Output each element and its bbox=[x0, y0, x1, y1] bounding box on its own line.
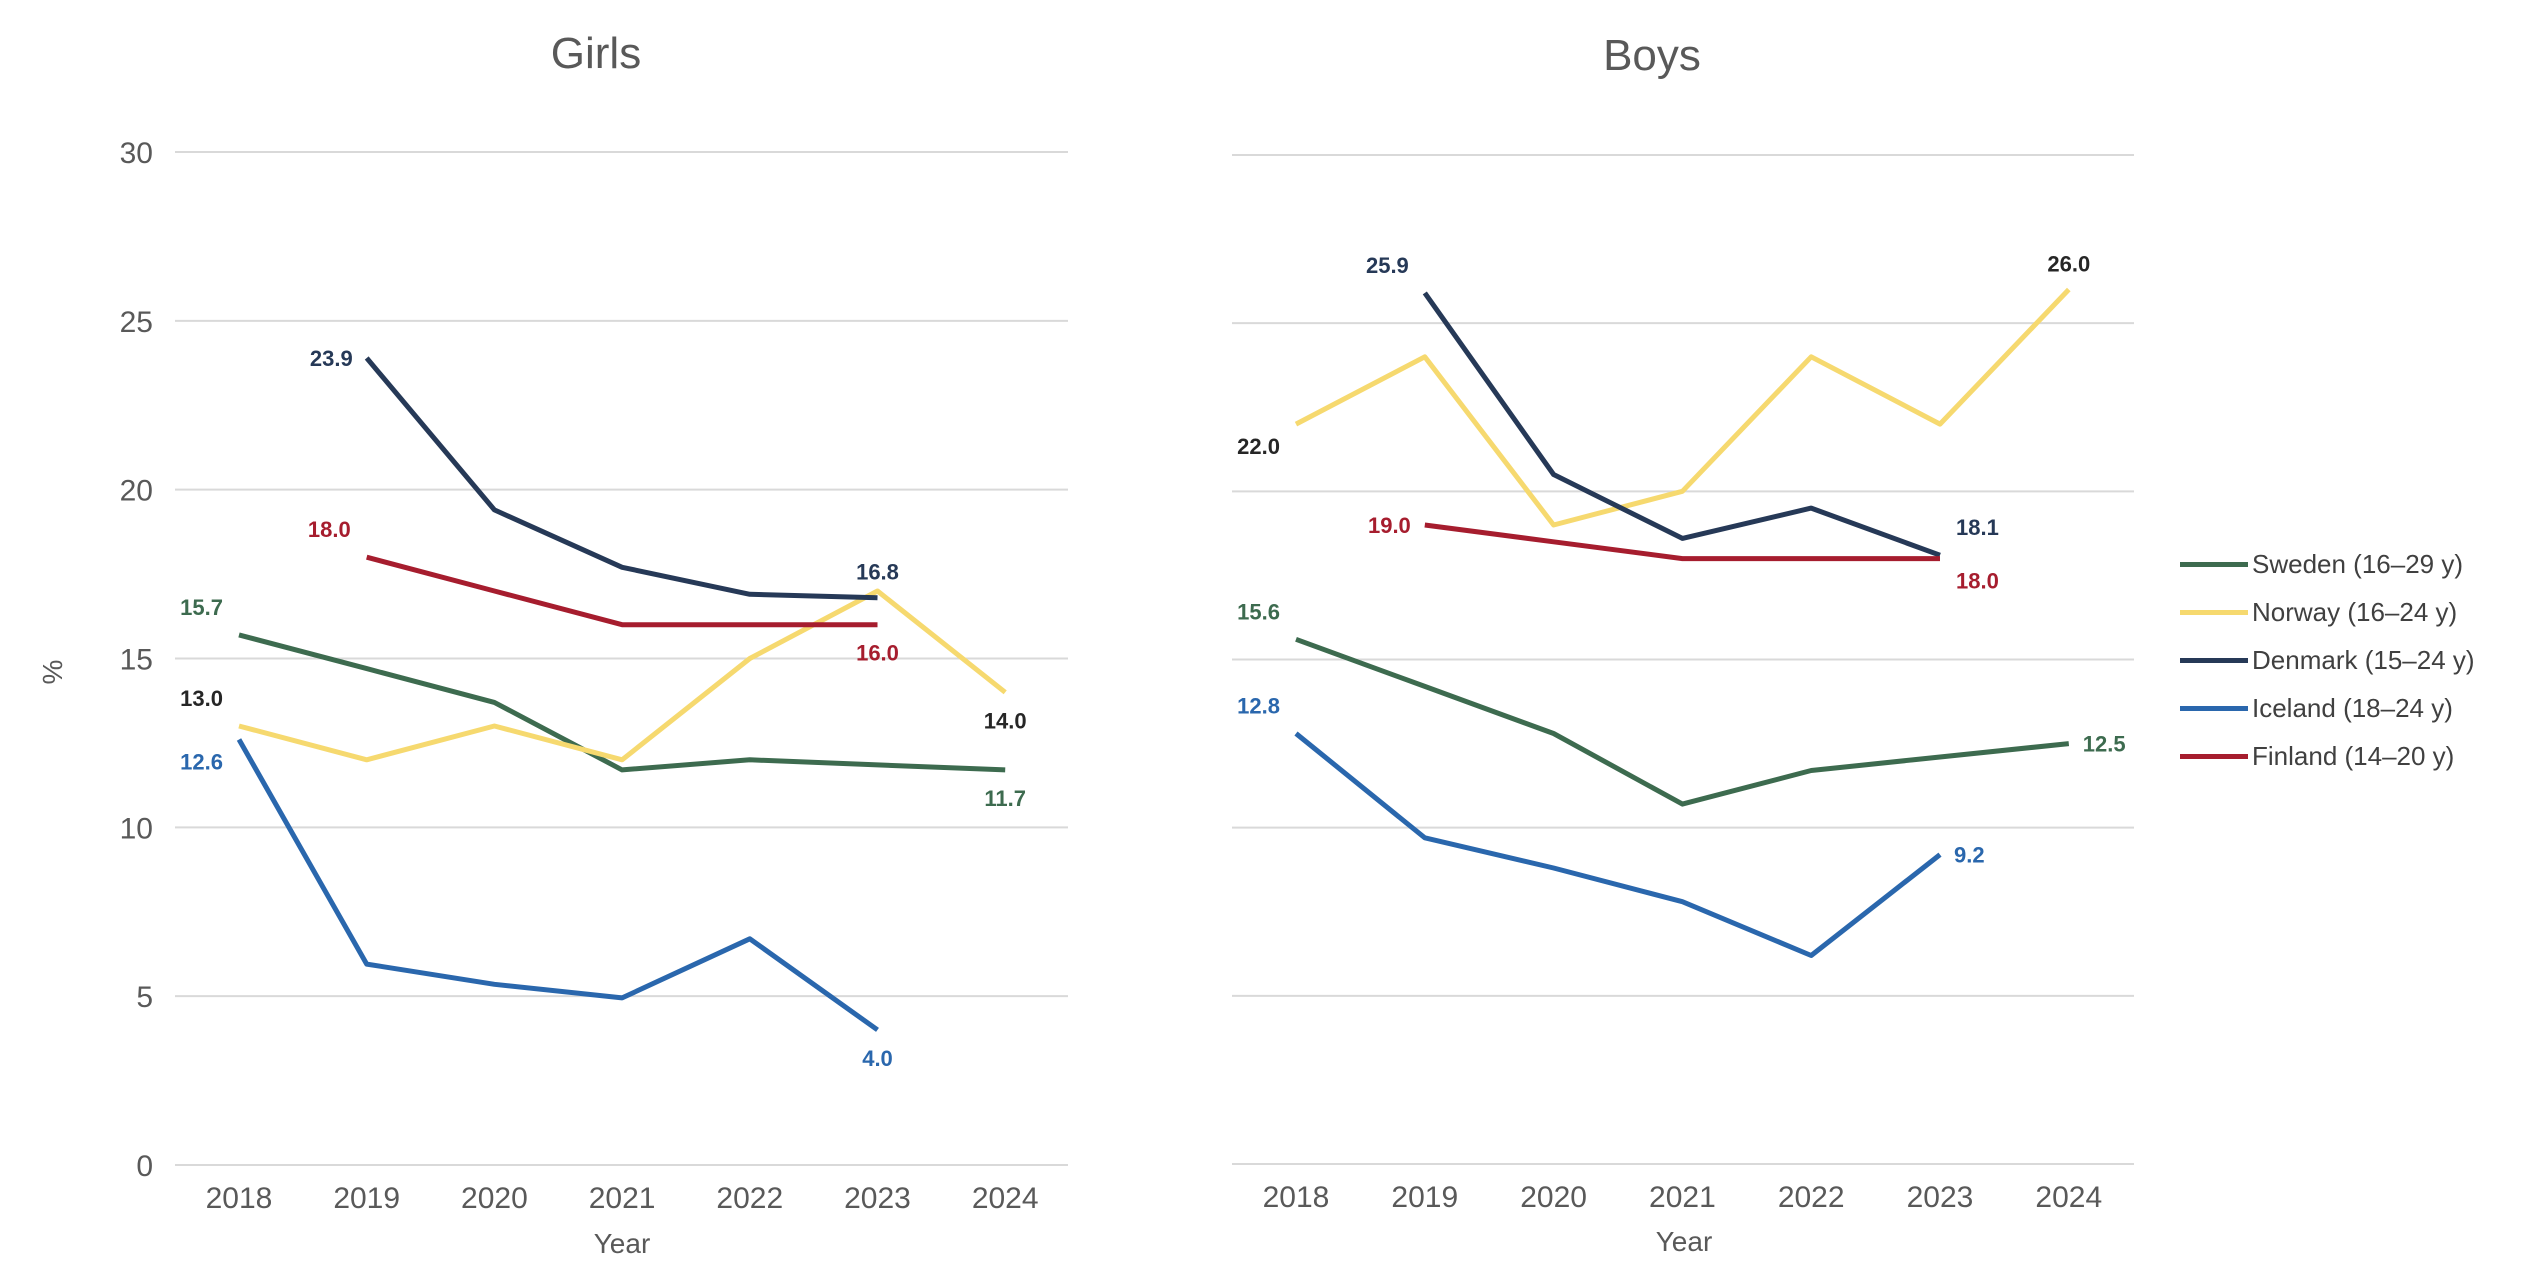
boys-title: Boys bbox=[1603, 31, 1701, 80]
boys-x-axis-label: Year bbox=[1656, 1226, 1713, 1257]
boys-data-label-denmark-2019: 25.9 bbox=[1366, 253, 1409, 278]
boys-x-tick-2021: 2021 bbox=[1649, 1181, 1716, 1214]
legend-item-finland: Finland (14–20 y) bbox=[2180, 732, 2475, 780]
legend-item-sweden: Sweden (16–29 y) bbox=[2180, 540, 2475, 588]
girls-data-label-finland-2019: 18.0 bbox=[308, 517, 351, 542]
boys-data-label-finland-2019: 19.0 bbox=[1368, 513, 1411, 538]
boys-data-label-sweden-2018: 15.6 bbox=[1237, 599, 1280, 624]
boys-x-tick-2020: 2020 bbox=[1520, 1181, 1587, 1214]
boys-data-label-denmark-2023: 18.1 bbox=[1956, 515, 1999, 540]
boys-series-finland bbox=[1424, 522, 1940, 562]
boys-data-label-norway-2018: 22.0 bbox=[1237, 434, 1280, 459]
boys-data-label-iceland-2018: 12.8 bbox=[1237, 693, 1280, 718]
boys-series-iceland bbox=[1294, 731, 1942, 958]
girls-data-label-finland-2023: 16.0 bbox=[856, 641, 899, 666]
girls-series-denmark bbox=[364, 356, 878, 601]
legend-swatch-denmark bbox=[2180, 657, 2248, 663]
girls-x-axis-label: Year bbox=[594, 1228, 651, 1259]
boys-x-tick-2024: 2024 bbox=[2035, 1181, 2102, 1214]
girls-data-label-denmark-2023: 16.8 bbox=[856, 560, 899, 585]
legend-swatch-finland bbox=[2180, 753, 2248, 759]
girls-data-label-iceland-2023: 4.0 bbox=[862, 1046, 893, 1071]
boys-series-denmark bbox=[1422, 291, 1941, 558]
girls-title: Girls bbox=[551, 29, 641, 78]
legend-swatch-iceland bbox=[2180, 705, 2248, 711]
boys-data-label-finland-2023: 18.0 bbox=[1956, 569, 1999, 594]
legend-label-norway: Norway (16–24 y) bbox=[2252, 596, 2458, 627]
girls-data-label-norway-2018: 13.0 bbox=[180, 686, 223, 711]
legend-item-iceland: Iceland (18–24 y) bbox=[2180, 684, 2475, 732]
boys-data-label-norway-2024: 26.0 bbox=[2047, 252, 2090, 277]
girls-series-norway bbox=[238, 588, 1007, 763]
girls-x-tick-2022: 2022 bbox=[716, 1182, 783, 1215]
girls-x-tick-2019: 2019 bbox=[333, 1182, 400, 1215]
girls-data-label-denmark-2019: 23.9 bbox=[310, 346, 353, 371]
legend-label-sweden: Sweden (16–29 y) bbox=[2252, 548, 2464, 579]
girls-y-tick-0: 0 bbox=[136, 1150, 153, 1183]
boys-data-label-iceland-2023: 9.2 bbox=[1954, 843, 1985, 868]
girls-data-label-iceland-2018: 12.6 bbox=[180, 750, 223, 775]
legend-item-norway: Norway (16–24 y) bbox=[2180, 588, 2475, 636]
girls-series-iceland bbox=[236, 738, 879, 1032]
girls-x-tick-2021: 2021 bbox=[589, 1182, 656, 1215]
legend-swatch-norway bbox=[2180, 609, 2248, 615]
girls-y-tick-10: 10 bbox=[120, 812, 153, 845]
legend-item-denmark: Denmark (15–24 y) bbox=[2180, 636, 2475, 684]
legend-label-finland: Finland (14–20 y) bbox=[2252, 740, 2455, 771]
girls-y-tick-30: 30 bbox=[120, 137, 153, 170]
girls-y-axis-label: % bbox=[37, 660, 68, 685]
girls-y-tick-25: 25 bbox=[120, 306, 153, 339]
girls-x-tick-2024: 2024 bbox=[972, 1182, 1039, 1215]
boys-panel: Boys Year 2018 2019 2020 2021 2022 2023 2024 15… bbox=[1232, 31, 2134, 1257]
girls-series-sweden bbox=[238, 632, 1006, 773]
boys-series-norway bbox=[1294, 287, 2071, 528]
boys-data-label-sweden-2024: 12.5 bbox=[2083, 732, 2126, 757]
boys-x-tick-2019: 2019 bbox=[1391, 1181, 1458, 1214]
girls-y-tick-15: 15 bbox=[120, 644, 153, 677]
girls-panel: Girls % Year 0 5 10 15 20 25 30 2018 2019 2020 202… bbox=[37, 29, 1068, 1259]
boys-series-sweden bbox=[1295, 636, 2070, 807]
legend-label-denmark: Denmark (15–24 y) bbox=[2252, 644, 2475, 675]
girls-x-tick-2018: 2018 bbox=[206, 1182, 273, 1215]
girls-data-label-sweden-2024: 11.7 bbox=[984, 786, 1026, 811]
girls-series-finland bbox=[366, 554, 878, 628]
girls-data-label-norway-2024: 14.0 bbox=[984, 708, 1027, 733]
boys-x-tick-2018: 2018 bbox=[1263, 1181, 1330, 1214]
legend-label-iceland: Iceland (18–24 y) bbox=[2252, 692, 2453, 723]
girls-x-tick-2023: 2023 bbox=[844, 1182, 911, 1215]
legend-swatch-sweden bbox=[2180, 561, 2248, 567]
girls-y-tick-5: 5 bbox=[136, 981, 153, 1014]
boys-x-tick-2022: 2022 bbox=[1778, 1181, 1845, 1214]
girls-y-tick-20: 20 bbox=[120, 475, 153, 508]
girls-data-label-sweden-2018: 15.7 bbox=[180, 595, 223, 620]
boys-x-tick-2023: 2023 bbox=[1907, 1181, 1974, 1214]
girls-x-tick-2020: 2020 bbox=[461, 1182, 528, 1215]
legend: Sweden (16–29 y) Norway (16–24 y) Denmar… bbox=[2180, 540, 2475, 780]
